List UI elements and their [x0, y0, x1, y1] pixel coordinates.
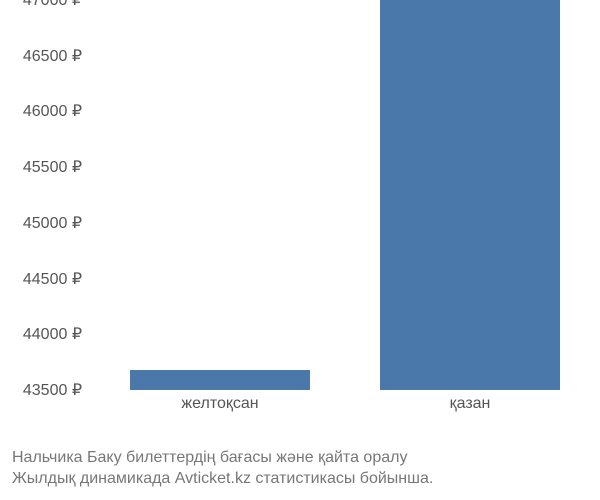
- y-tick-label: 46000 ₽: [23, 101, 82, 121]
- x-axis-labels: желтоқсан қазан: [90, 395, 590, 425]
- y-tick-label: 47000 ₽: [23, 0, 82, 10]
- bar: [380, 0, 560, 390]
- chart-caption: Нальчика Баку билеттердің бағасы және қа…: [0, 447, 600, 490]
- y-tick-label: 44500 ₽: [23, 269, 82, 289]
- y-tick-label: 44000 ₽: [23, 324, 82, 344]
- caption-line-1: Нальчика Баку билеттердің бағасы және қа…: [12, 447, 580, 469]
- chart-container: 43500 ₽ 44000 ₽ 44500 ₽ 45000 ₽ 45500 ₽ 46000…: [0, 0, 600, 430]
- y-tick-label: 46500 ₽: [23, 46, 82, 66]
- x-tick-label: желтоқсан: [181, 395, 258, 413]
- plot-area: [90, 0, 590, 390]
- bar: [130, 370, 310, 390]
- x-tick-label: қазан: [450, 395, 491, 413]
- y-axis: 43500 ₽44000 ₽44500 ₽45000 ₽45500 ₽46000…: [0, 0, 90, 390]
- y-tick-label: 43500 ₽: [23, 380, 82, 400]
- y-tick-label: 45500 ₽: [23, 157, 82, 177]
- y-tick-label: 45000 ₽: [23, 213, 82, 233]
- caption-line-2: Жылдық динамикада Avticket.kz статистика…: [12, 468, 580, 490]
